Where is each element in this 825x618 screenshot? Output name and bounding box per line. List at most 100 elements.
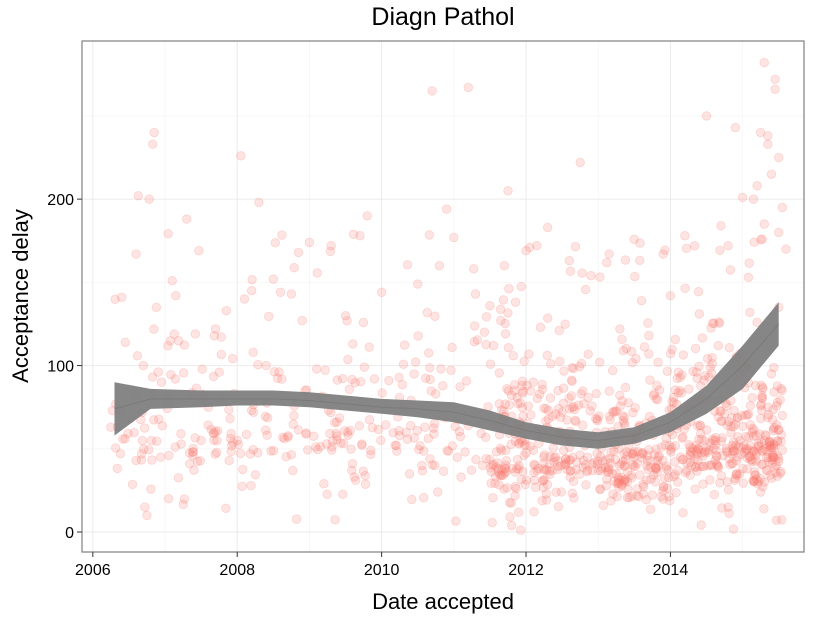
data-point — [676, 452, 686, 462]
data-point — [420, 373, 431, 384]
data-point — [401, 427, 411, 438]
data-point — [693, 444, 703, 454]
data-point — [357, 439, 367, 449]
data-point — [538, 475, 548, 485]
data-point — [587, 459, 597, 469]
data-point — [120, 337, 131, 347]
data-point — [514, 439, 524, 449]
x-tick-label: 2010 — [364, 562, 400, 579]
data-point — [327, 442, 337, 452]
data-point — [190, 329, 201, 339]
data-point — [648, 390, 659, 401]
data-point — [665, 290, 676, 301]
data-point — [500, 329, 511, 339]
data-point — [455, 431, 466, 442]
data-point — [735, 469, 745, 479]
data-point — [757, 393, 767, 403]
data-point — [609, 476, 619, 487]
data-point — [264, 311, 274, 322]
data-point — [537, 496, 547, 506]
data-point — [658, 494, 668, 504]
data-point — [173, 336, 184, 346]
data-point — [644, 330, 654, 341]
data-point — [591, 414, 601, 424]
data-point — [567, 402, 577, 413]
data-point — [163, 341, 173, 351]
data-point — [485, 359, 496, 369]
data-point — [749, 237, 759, 247]
data-point — [460, 447, 470, 457]
data-point — [555, 356, 565, 367]
data-point — [500, 464, 511, 474]
data-point — [677, 455, 687, 465]
data-point — [239, 294, 250, 304]
data-point — [760, 431, 771, 441]
data-point — [692, 373, 702, 383]
data-point — [301, 428, 311, 438]
data-point — [303, 445, 313, 455]
data-point — [723, 417, 734, 427]
data-point — [677, 433, 687, 443]
data-point — [661, 433, 671, 444]
data-point — [582, 452, 593, 462]
data-point — [236, 151, 246, 161]
data-point — [426, 386, 436, 396]
data-point — [404, 469, 415, 479]
data-point — [541, 416, 551, 426]
data-point — [539, 450, 550, 460]
data-point — [603, 466, 613, 476]
data-point — [551, 409, 561, 419]
data-point — [537, 379, 547, 390]
data-point — [592, 448, 602, 459]
data-point — [355, 231, 365, 241]
data-point — [694, 434, 704, 445]
data-point — [665, 445, 676, 455]
data-point — [730, 473, 740, 484]
data-point — [490, 471, 501, 482]
data-point — [656, 442, 667, 453]
data-point — [702, 425, 712, 435]
data-point — [250, 470, 261, 480]
data-point — [615, 390, 625, 400]
data-point — [710, 436, 721, 446]
data-point — [424, 230, 435, 240]
data-point — [601, 455, 611, 465]
data-point — [425, 454, 435, 464]
data-point — [690, 343, 701, 354]
data-point — [521, 246, 531, 256]
data-point — [171, 290, 181, 301]
data-point — [757, 405, 767, 415]
data-point — [722, 447, 733, 457]
data-point — [768, 452, 779, 462]
data-point — [562, 464, 572, 475]
data-point — [578, 462, 588, 472]
data-point — [364, 414, 375, 425]
data-point — [537, 384, 548, 395]
data-point — [706, 368, 717, 378]
data-point — [456, 472, 466, 482]
data-point — [343, 354, 353, 365]
data-point — [767, 458, 778, 468]
data-point — [747, 392, 757, 403]
data-point — [529, 459, 539, 469]
data-point — [384, 375, 394, 386]
data-point — [759, 219, 769, 229]
data-point — [769, 440, 779, 451]
data-point — [277, 230, 287, 240]
data-point — [605, 415, 615, 425]
data-point — [209, 435, 219, 445]
data-point — [553, 456, 563, 466]
data-point — [226, 428, 236, 439]
data-point — [688, 366, 698, 377]
data-point — [776, 383, 786, 394]
data-point — [517, 388, 528, 398]
data-point — [611, 469, 622, 479]
data-point — [164, 450, 174, 461]
data-point — [332, 375, 342, 385]
data-point — [165, 336, 175, 346]
data-point — [566, 391, 577, 401]
data-point — [560, 459, 570, 469]
data-point — [764, 439, 775, 449]
data-point — [347, 465, 357, 476]
data-point — [610, 454, 620, 465]
